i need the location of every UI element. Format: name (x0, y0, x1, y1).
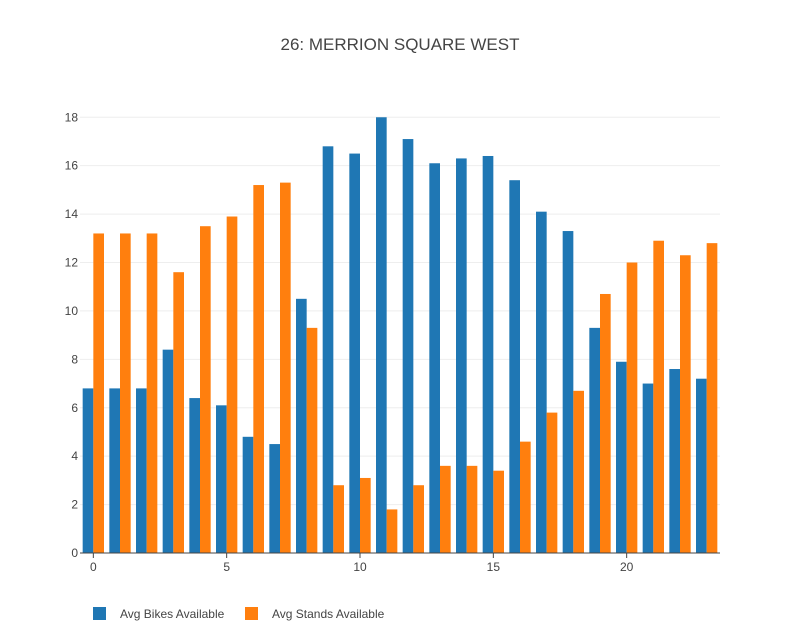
bar-stands (546, 412, 558, 553)
x-tick-label: 15 (487, 560, 501, 574)
bar-bikes (616, 361, 627, 553)
legend-item-bikes[interactable]: Avg Bikes Available (93, 607, 225, 621)
y-tick-label: 10 (65, 304, 79, 318)
bar-stands (306, 327, 318, 553)
bar-stands (440, 465, 451, 553)
chart-title: 26: MERRION SQUARE WEST (281, 35, 520, 54)
bar-bikes (82, 388, 94, 553)
bar-stands (93, 233, 104, 553)
bar-bikes (269, 444, 280, 553)
bar-stands (333, 485, 344, 553)
bar-bikes (136, 388, 147, 553)
bar-bikes (509, 180, 520, 553)
bar-stands (226, 216, 238, 553)
bar-bikes (456, 158, 467, 554)
y-tick-label: 18 (65, 110, 79, 124)
bar-bikes (189, 398, 200, 553)
legend-label: Avg Stands Available (272, 607, 385, 621)
bar-stands (680, 255, 691, 553)
bar-stands (706, 243, 718, 553)
bar-bikes (216, 405, 227, 553)
legend-swatch (93, 607, 106, 620)
bar-stands (493, 470, 504, 553)
bar-bikes (349, 153, 360, 553)
bar-bikes (376, 117, 387, 553)
bar-stands (360, 477, 371, 553)
bars (82, 117, 718, 554)
bar-bikes (242, 436, 254, 553)
bar-stands (653, 240, 664, 553)
bar-stands (573, 390, 584, 553)
bar-bikes (482, 155, 494, 554)
y-tick-label: 8 (71, 352, 78, 366)
legend-item-stands[interactable]: Avg Stands Available (245, 607, 385, 621)
bar-stands (146, 233, 158, 553)
bar-bikes (696, 378, 707, 553)
bar-bikes (642, 383, 654, 553)
x-tick-label: 0 (90, 560, 97, 574)
bar-stands (253, 185, 264, 554)
y-tick-label: 0 (71, 546, 78, 560)
bar-bikes (162, 349, 174, 553)
bar-bikes (429, 163, 440, 553)
bar-bikes (589, 327, 600, 553)
bar-stands (120, 233, 131, 553)
legend[interactable]: Avg Bikes Available Avg Stands Available (93, 607, 385, 621)
y-tick-label: 12 (65, 256, 79, 270)
bar-stands (600, 293, 611, 553)
gridlines (80, 116, 720, 506)
y-tick-label: 16 (65, 159, 79, 173)
x-tick-label: 20 (620, 560, 634, 574)
bar-bikes (536, 211, 547, 554)
axes: 0 2 4 6 8 10 12 14 16 18 0 5 10 15 20 (65, 110, 720, 574)
bar-bikes (669, 369, 680, 553)
bar-bikes (562, 231, 574, 554)
bar-stands (200, 226, 211, 553)
bar-bikes (296, 298, 307, 553)
bar-bikes (322, 146, 334, 553)
bar-bikes (402, 139, 414, 554)
bar-stands (466, 465, 478, 553)
x-tick-label: 5 (223, 560, 230, 574)
legend-label: Avg Bikes Available (120, 607, 225, 621)
y-tick-label: 4 (71, 449, 78, 463)
bar-bikes (109, 388, 120, 553)
y-tick-label: 14 (65, 207, 79, 221)
bar-stands (520, 441, 531, 553)
x-tick-label: 10 (353, 560, 367, 574)
bar-stands (413, 485, 424, 553)
bar-stands (386, 509, 398, 553)
bar-stands (280, 182, 291, 553)
y-tick-label: 2 (71, 498, 78, 512)
y-tick-label: 6 (71, 401, 78, 415)
bar-stands (626, 262, 638, 553)
legend-swatch (245, 607, 258, 620)
bar-stands (173, 272, 184, 553)
